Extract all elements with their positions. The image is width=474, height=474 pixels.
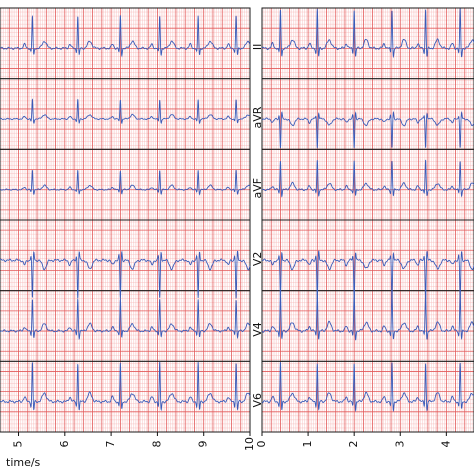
lead-label-ii: II <box>251 44 264 51</box>
ecg-trace <box>261 362 474 413</box>
ecg-trace <box>0 298 251 341</box>
ecg-trace <box>0 250 251 299</box>
x-tick-label: 6 <box>58 441 71 448</box>
x-tick-label: 1 <box>301 441 314 448</box>
left-panel: 5 6 7 8 9 10 <box>0 7 256 451</box>
ecg-trace <box>261 8 474 59</box>
x-tick-label: 8 <box>150 441 163 448</box>
x-tick-label: 9 <box>197 441 210 448</box>
lead-label-v6: V6 <box>251 393 264 408</box>
lead-label-v4: V4 <box>251 322 264 337</box>
x-tick-label: 3 <box>393 441 406 448</box>
lead-label-avr: aVR <box>251 106 264 128</box>
ecg-trace <box>261 110 474 149</box>
ecg-trace <box>0 98 251 125</box>
ecg-trace <box>261 291 474 341</box>
lead-label-avf: aVF <box>251 178 264 199</box>
x-tick-label: 0 <box>255 441 268 448</box>
ecg-trace <box>261 159 474 198</box>
ecg-trace <box>0 14 251 58</box>
x-tick-label: 4 <box>439 441 452 448</box>
ecg-trace <box>261 250 474 300</box>
x-axis-label: time/s <box>6 456 41 469</box>
ecg-trace <box>0 361 251 412</box>
panel-frame <box>261 7 474 433</box>
x-tick-label: 5 <box>12 441 25 448</box>
ecg-trace <box>0 169 251 196</box>
x-tick-label: 7 <box>104 441 117 448</box>
x-tick-label: 10 <box>243 437 256 451</box>
right-panel: II aVR aVF V2 V4 V6 0 1 2 3 4 <box>251 7 474 448</box>
panel-frame <box>0 7 251 433</box>
lead-label-v2: V2 <box>251 252 264 267</box>
x-tick-label: 2 <box>347 441 360 448</box>
